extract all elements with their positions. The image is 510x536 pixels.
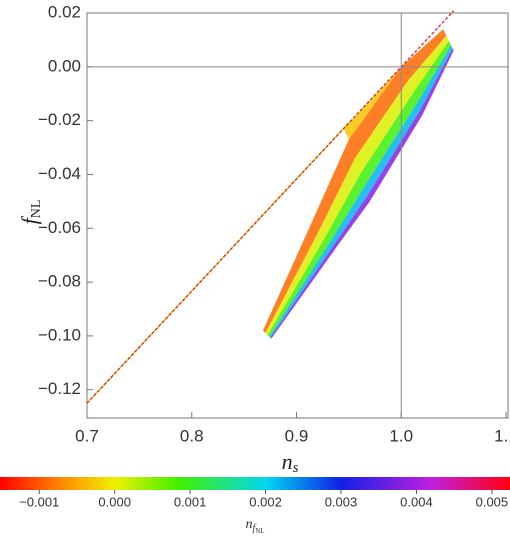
x-tick-label: 0.9 (285, 426, 309, 445)
colorbar-tick-label: 0.000 (98, 494, 131, 509)
colorbar-tick-label: 0.003 (325, 494, 358, 509)
scatter-region (265, 35, 449, 336)
y-tick-label: 0.02 (48, 2, 81, 21)
y-tick-label: −0.04 (38, 164, 81, 183)
line (86, 10, 455, 404)
y-tick-label: −0.12 (38, 379, 81, 398)
y-tick-label: −0.08 (38, 272, 81, 291)
y-axis-label: fNL (17, 200, 44, 225)
colorbar-tick-label: 0.002 (249, 494, 282, 509)
x-tick-label: 1.1 (494, 426, 510, 445)
colorbar-tick-label: 0.004 (400, 494, 433, 509)
y-tick-label: −0.06 (38, 218, 81, 237)
scatter-region (269, 45, 453, 338)
scatter-region (267, 40, 452, 337)
colorbar (0, 477, 510, 490)
colorbar-tick-label: 0.001 (174, 494, 207, 509)
y-tick-label: 0.00 (48, 56, 81, 75)
colorbar-tick-label: −0.001 (19, 494, 59, 509)
x-tick-label: 0.7 (75, 426, 99, 445)
x-tick-label: 1.0 (389, 426, 413, 445)
scatter-region (262, 29, 447, 333)
x-axis-label: ns (282, 449, 299, 476)
x-tick-label: 0.8 (180, 426, 204, 445)
colorbar-label: nfNL (245, 517, 264, 534)
y-tick-label: −0.10 (38, 325, 81, 344)
colorbar-axis: −0.001 0.000 0.001 0.002 0.003 0.004 0.005 (19, 490, 508, 509)
plot-frame (86, 12, 509, 419)
y-tick-label: −0.02 (38, 110, 81, 129)
scatter-region (343, 66, 402, 140)
colorbar-tick-label: 0.005 (476, 494, 509, 509)
